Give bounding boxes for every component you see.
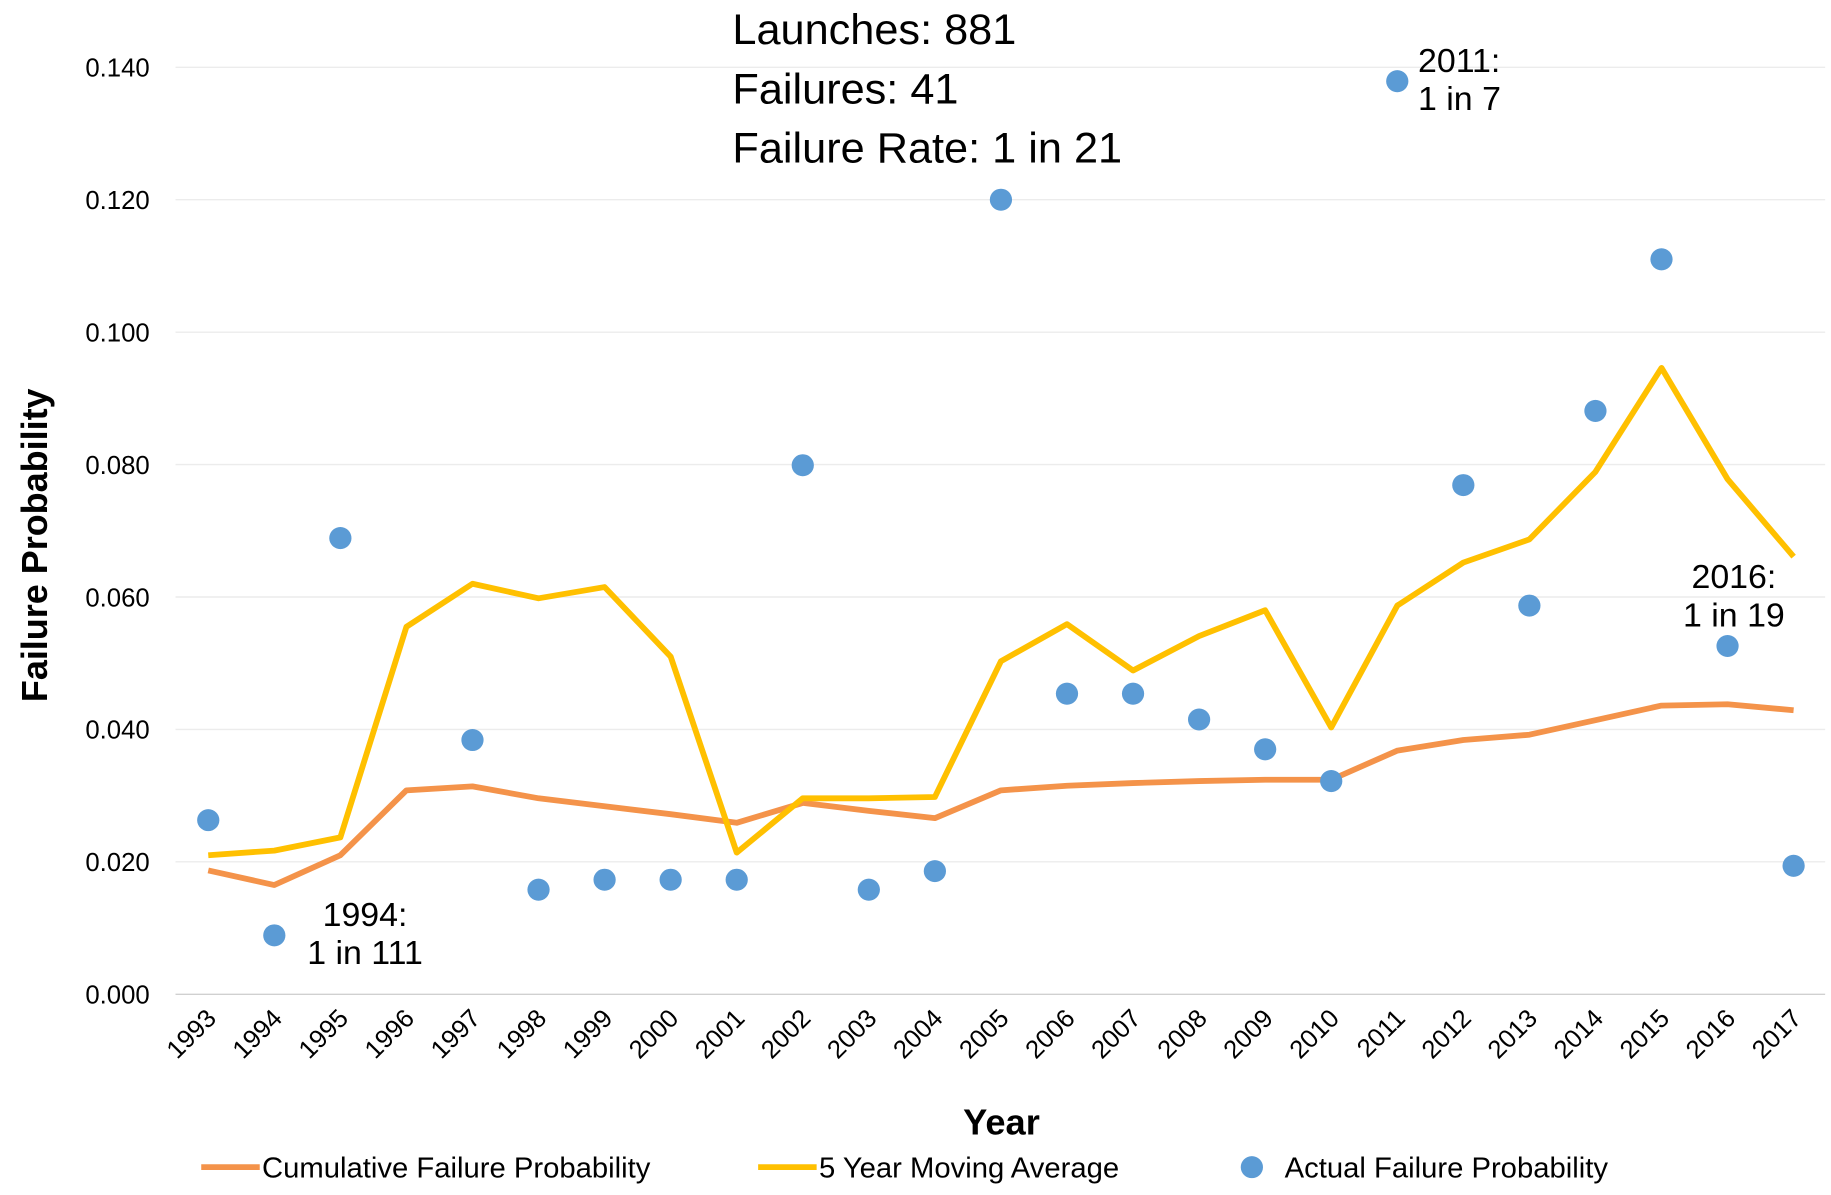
x-tick-label: 2017	[1747, 1004, 1807, 1064]
annotation: 2016:	[1691, 558, 1776, 596]
scatter-point	[329, 527, 352, 550]
y-tick-label: 0.140	[85, 55, 149, 83]
x-tick-label: 2002	[756, 1004, 816, 1064]
scatter-point	[725, 868, 748, 891]
x-tick-label: 2000	[624, 1004, 684, 1064]
summary-text: Failure Rate: 1 in 21	[732, 125, 1122, 173]
x-tick-label: 1998	[492, 1004, 552, 1064]
y-tick-label: 0.040	[85, 717, 149, 745]
y-axis-title: Failure Probability	[14, 388, 55, 702]
scatter-point	[197, 809, 220, 832]
legend-label: 5 Year Moving Average	[819, 1153, 1119, 1185]
line-series	[207, 701, 1794, 888]
scatter-point	[1782, 854, 1805, 877]
summary-text: Failures: 41	[732, 65, 958, 113]
y-tick-label: 0.080	[85, 452, 149, 480]
y-tick-label: 0.020	[85, 849, 149, 877]
x-tick-label: 2014	[1549, 1004, 1609, 1064]
scatter-point	[593, 868, 616, 891]
scatter-point	[527, 878, 550, 901]
x-tick-label: 1993	[162, 1004, 222, 1064]
legend-label: Cumulative Failure Probability	[262, 1153, 651, 1185]
annotation: 2011:	[1418, 42, 1500, 80]
scatter-point	[1121, 682, 1145, 705]
line-series	[208, 365, 1796, 859]
x-tick-label: 2008	[1152, 1004, 1212, 1064]
scatter-point	[1055, 682, 1079, 705]
x-tick-label: 2011	[1352, 1004, 1411, 1063]
x-tick-label: 2010	[1284, 1004, 1344, 1064]
scatter-point	[1452, 474, 1475, 497]
x-tick-label: 2009	[1218, 1004, 1278, 1064]
x-tick-label: 1995	[294, 1004, 354, 1064]
x-axis-title: Year	[963, 1102, 1040, 1143]
scatter-point	[1386, 70, 1409, 93]
scatter-point	[659, 868, 682, 891]
legend-swatch	[1240, 1156, 1263, 1179]
x-tick-label: 2006	[1020, 1004, 1080, 1064]
scatter-point	[1584, 399, 1607, 422]
scatter-point	[1187, 708, 1211, 731]
scatter-point	[1716, 634, 1739, 658]
scatter-point	[923, 860, 946, 883]
scatter-point	[989, 188, 1013, 211]
x-tick-label: 2012	[1417, 1004, 1477, 1064]
x-tick-label: 2004	[888, 1004, 948, 1064]
x-tick-label: 2007	[1086, 1004, 1146, 1064]
scatter-point	[791, 454, 814, 477]
scatter-point	[1320, 770, 1343, 793]
scatter-point	[1650, 248, 1673, 271]
scatter-point	[1518, 594, 1541, 617]
y-tick-label: 0.060	[85, 584, 149, 612]
annotation: 1 in 111	[307, 934, 423, 972]
annotation: 1 in 19	[1683, 597, 1785, 635]
scatter-point	[461, 729, 484, 752]
x-tick-label: 2001	[690, 1004, 750, 1064]
x-tick-label: 2013	[1483, 1004, 1543, 1064]
legend-label: Actual Failure Probability	[1285, 1153, 1609, 1185]
x-tick-label: 2015	[1615, 1004, 1675, 1064]
scatter-point	[263, 924, 286, 947]
x-tick-label: 1994	[228, 1004, 288, 1064]
x-tick-label: 2005	[954, 1004, 1014, 1064]
annotation: 1994:	[323, 896, 408, 934]
scatter-point	[857, 878, 880, 901]
annotation: 1 in 7	[1418, 80, 1501, 118]
x-tick-label: 2003	[822, 1004, 882, 1064]
scatter-point	[1254, 738, 1277, 761]
x-tick-label: 1999	[558, 1004, 618, 1064]
x-tick-label: 2016	[1681, 1004, 1741, 1064]
y-tick-label: 0.000	[85, 982, 149, 1010]
y-tick-label: 0.120	[85, 187, 149, 215]
summary-text: Launches: 881	[732, 6, 1016, 54]
x-tick-label: 1997	[426, 1004, 486, 1064]
x-tick-label: 1996	[360, 1004, 420, 1064]
y-tick-label: 0.100	[85, 320, 149, 348]
